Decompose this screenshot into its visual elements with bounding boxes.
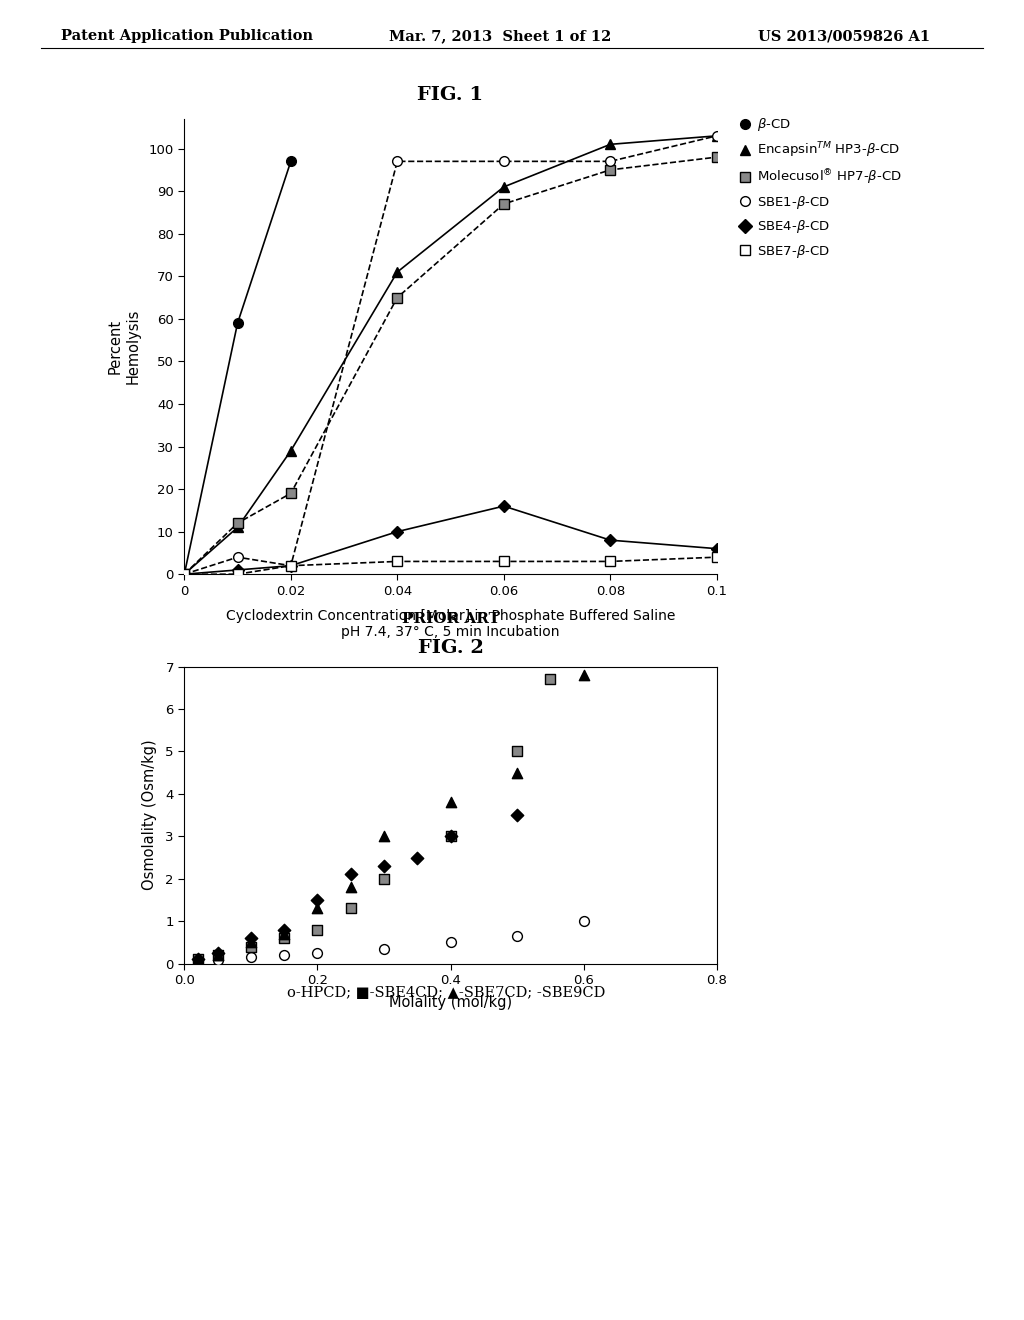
Point	[209, 949, 225, 970]
Point	[243, 936, 259, 957]
Point	[509, 741, 525, 762]
Text: Mar. 7, 2013  Sheet 1 of 12: Mar. 7, 2013 Sheet 1 of 12	[389, 29, 611, 44]
Point	[309, 942, 326, 964]
Point	[275, 919, 293, 940]
Y-axis label: Osmolality (Osm/kg): Osmolality (Osm/kg)	[142, 739, 157, 891]
Point	[243, 928, 259, 949]
Text: US 2013/0059826 A1: US 2013/0059826 A1	[758, 29, 930, 44]
Point	[275, 928, 293, 949]
Point	[442, 826, 459, 847]
Text: PRIOR ART: PRIOR ART	[401, 612, 500, 626]
Point	[376, 869, 392, 890]
Point	[342, 863, 359, 884]
Point	[509, 762, 525, 783]
Point	[442, 826, 459, 847]
Point	[509, 925, 525, 946]
Point	[189, 950, 206, 972]
X-axis label: Cyclodextrin Concentration [Molar] in Phosphate Buffered Saline
pH 7.4, 37° C, 5: Cyclodextrin Concentration [Molar] in Ph…	[226, 609, 675, 639]
Legend: $\beta$-CD, Encapsin$^{TM}$ HP3-$\beta$-CD, Molecusol$^{\circledR}$ HP7-$\beta$-: $\beta$-CD, Encapsin$^{TM}$ HP3-$\beta$-…	[739, 116, 901, 260]
Point	[342, 898, 359, 919]
Point	[243, 932, 259, 953]
Point	[243, 946, 259, 968]
Point	[376, 939, 392, 960]
Point	[409, 847, 426, 869]
X-axis label: Molality (mol/kg): Molality (mol/kg)	[389, 995, 512, 1010]
Point	[376, 855, 392, 876]
Point	[209, 945, 225, 966]
Text: FIG. 1: FIG. 1	[418, 86, 483, 104]
Point	[575, 664, 592, 685]
Point	[189, 949, 206, 970]
Point	[309, 890, 326, 911]
Point	[209, 945, 225, 966]
Point	[189, 949, 206, 970]
Point	[342, 876, 359, 898]
Text: Patent Application Publication: Patent Application Publication	[61, 29, 313, 44]
Point	[275, 945, 293, 966]
Point	[543, 669, 559, 690]
Point	[189, 949, 206, 970]
Text: o-HPCD; ■-SBE4CD; ▲-SBE7CD; -SBE9CD: o-HPCD; ■-SBE4CD; ▲-SBE7CD; -SBE9CD	[287, 986, 605, 999]
Y-axis label: Percent
Hemolysis: Percent Hemolysis	[108, 309, 140, 384]
Point	[309, 919, 326, 940]
Point	[442, 792, 459, 813]
Point	[442, 932, 459, 953]
Point	[309, 898, 326, 919]
Point	[275, 924, 293, 945]
Point	[509, 804, 525, 826]
Point	[575, 911, 592, 932]
Text: FIG. 2: FIG. 2	[418, 639, 483, 657]
Point	[209, 942, 225, 964]
Point	[376, 826, 392, 847]
